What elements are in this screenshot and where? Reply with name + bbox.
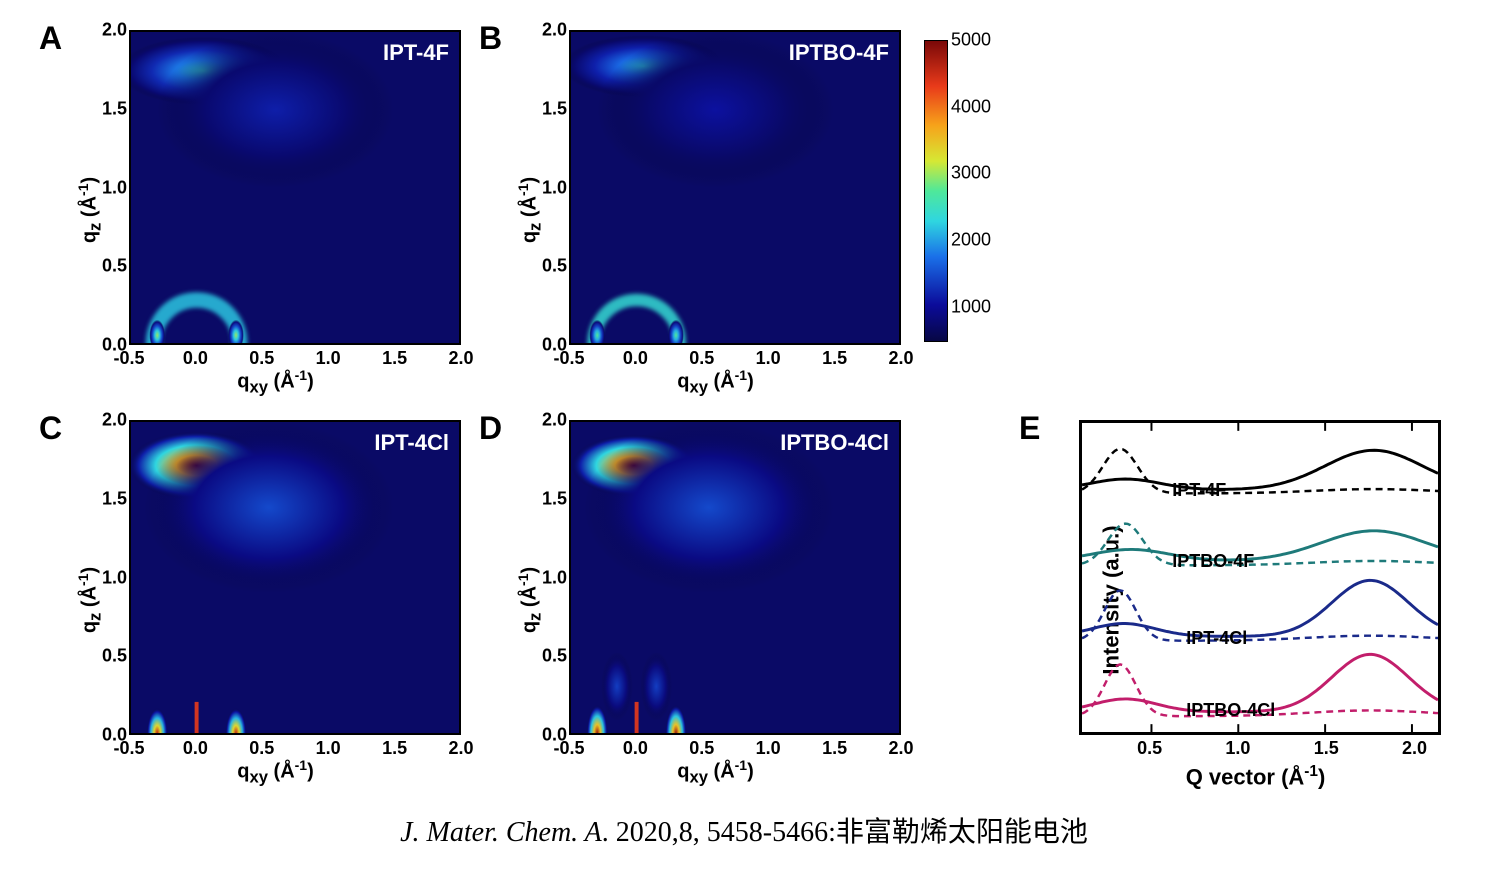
x-axis-label: qxy (Å-1) [677,757,754,788]
colorbar: 1000 2000 3000 4000 5000 [919,20,1009,400]
panel-letter-b: B [479,20,502,57]
x-tick: 1.5 [822,738,847,759]
x-tick: 2.0 [888,348,913,369]
x-tick: 1.0 [756,738,781,759]
heatmap-plot: IPTBO-4F [569,30,901,345]
y-tick: 1.0 [89,177,127,198]
x-tick: 1.0 [316,738,341,759]
x-tick: -0.5 [113,738,144,759]
colorbar-tick: 4000 [951,96,991,117]
figure-caption: J. Mater. Chem. A. 2020,8, 5458-5466:非富勒… [39,800,1449,850]
x-axis-label: Q vector (Å-1) [1186,763,1326,790]
y-tick: 0.5 [529,646,567,667]
y-tick: 2.0 [89,410,127,431]
x-tick: 1.5 [382,348,407,369]
y-tick: 1.5 [529,98,567,119]
colorbar-tick: 2000 [951,230,991,251]
y-tick: 2.0 [89,20,127,41]
heatmap-title: IPTBO-4F [789,40,889,66]
y-tick: 1.0 [89,567,127,588]
heatmap-plot: IPT-4Cl [129,420,461,735]
caption-rest: . 2020,8, 5458-5466:非富勒烯太阳能电池 [602,817,1088,848]
y-tick: 2.0 [529,410,567,431]
panel-a: A qz (Å-1) qxy (Å-1) 0.00.51.01.52.0 -0.… [39,20,469,400]
x-ticks: -0.50.00.51.01.52.0 [129,738,461,760]
line-plot: IPT-4F IPTBO-4F IPT-4Cl IPTBO-4Cl [1079,420,1441,735]
panel-e: E Intensity (a.u.) Q vector (Å-1) 0.51.0… [1019,410,1449,790]
panel-letter-d: D [479,410,502,447]
x-axis-label: qxy (Å-1) [237,367,314,398]
colorbar-tick: 1000 [951,296,991,317]
x-tick: 2.0 [1402,738,1427,759]
x-ticks: -0.50.00.51.01.52.0 [569,738,901,760]
x-tick: -0.5 [553,738,584,759]
colorbar-tick: 3000 [951,163,991,184]
x-tick: 2.0 [448,738,473,759]
y-tick: 0.5 [89,646,127,667]
x-tick: 1.0 [1225,738,1250,759]
x-ticks: -0.50.00.51.01.52.0 [569,348,901,370]
y-tick: 1.0 [529,567,567,588]
colorbar-tick: 5000 [951,30,991,51]
x-tick: 0.5 [689,738,714,759]
heatmap-title: IPT-4Cl [374,430,449,456]
series-label: IPT-4F [1172,480,1226,501]
x-tick: -0.5 [553,348,584,369]
x-tick: -0.5 [113,348,144,369]
y-tick: 1.5 [529,488,567,509]
x-tick: 0.5 [1137,738,1162,759]
y-ticks: 0.00.51.01.52.0 [529,420,567,735]
x-tick: 1.5 [822,348,847,369]
y-tick: 0.5 [529,256,567,277]
x-tick: 0.5 [689,348,714,369]
y-ticks: 0.00.51.01.52.0 [529,30,567,345]
y-tick: 0.5 [89,256,127,277]
caption-journal: J. Mater. Chem. A [400,817,602,848]
x-tick: 0.0 [183,738,208,759]
y-tick: 1.0 [529,177,567,198]
x-tick: 1.0 [756,348,781,369]
x-tick: 2.0 [448,348,473,369]
heatmap-title: IPTBO-4Cl [780,430,889,456]
x-ticks: 0.5 1.0 1.5 2.0 [1079,738,1441,760]
x-tick: 0.5 [249,348,274,369]
panel-letter-a: A [39,20,62,57]
x-tick: 0.5 [249,738,274,759]
colorbar-gradient [924,40,948,342]
panel-letter-c: C [39,410,62,447]
x-tick: 2.0 [888,738,913,759]
y-tick: 2.0 [529,20,567,41]
x-axis-label: qxy (Å-1) [677,367,754,398]
x-tick: 0.0 [183,348,208,369]
y-tick: 1.5 [89,488,127,509]
x-axis-label: qxy (Å-1) [237,757,314,788]
heatmap-title: IPT-4F [383,40,449,66]
panel-c: C qz (Å-1) qxy (Å-1) 0.00.51.01.52.0 -0.… [39,410,469,790]
panel-b: B qz (Å-1) qxy (Å-1) 0.00.51.01.52.0 -0.… [479,20,909,400]
y-ticks: 0.00.51.01.52.0 [89,420,127,735]
x-tick: 0.0 [623,738,648,759]
panel-d: D qz (Å-1) qxy (Å-1) 0.00.51.01.52.0 -0.… [479,410,909,790]
heatmap-plot: IPTBO-4Cl [569,420,901,735]
figure-grid: A qz (Å-1) qxy (Å-1) 0.00.51.01.52.0 -0.… [20,20,1468,850]
x-tick: 1.0 [316,348,341,369]
x-ticks: -0.50.00.51.01.52.0 [129,348,461,370]
y-tick: 1.5 [89,98,127,119]
series-label: IPT-4Cl [1186,628,1247,649]
series-label: IPTBO-4Cl [1186,700,1275,721]
y-ticks: 0.00.51.01.52.0 [89,30,127,345]
x-tick: 0.0 [623,348,648,369]
series-label: IPTBO-4F [1172,551,1254,572]
x-tick: 1.5 [1314,738,1339,759]
x-tick: 1.5 [382,738,407,759]
panel-letter-e: E [1019,410,1040,447]
heatmap-plot: IPT-4F [129,30,461,345]
